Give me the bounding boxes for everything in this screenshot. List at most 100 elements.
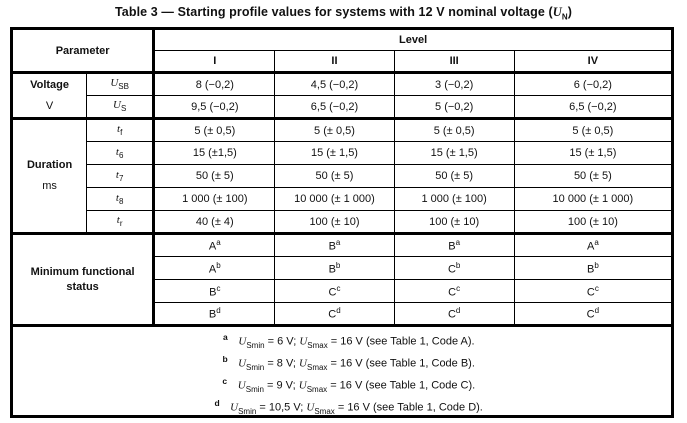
status-cell: Bc <box>152 279 276 303</box>
status-footnote-ref: a <box>216 238 221 248</box>
status-grade: B <box>328 240 336 253</box>
status-cell: Cd <box>513 302 674 326</box>
status-cell: Aa <box>513 232 674 257</box>
footnote-symbol-sub: Smin <box>246 340 265 350</box>
value-cell: 100 (± 10) <box>274 210 395 234</box>
value-cell: 5 (± 0,5) <box>152 117 276 142</box>
value-cell: 15 (± 1,5) <box>393 141 515 165</box>
status-label-line2: status <box>66 280 99 293</box>
status-cell: Ab <box>152 256 276 280</box>
value-cell: 1 000 (± 100) <box>393 187 515 211</box>
footnote-symbol-sub: Smin <box>238 406 257 416</box>
status-footnote-ref: c <box>456 283 461 293</box>
footnote-symbol: U <box>238 335 247 348</box>
footnotes-cell: a USmin = 6 V; USmax = 16 V (see Table 1,… <box>11 324 673 417</box>
value-cell: 50 (± 5) <box>274 164 395 188</box>
footnote-marker: d <box>214 398 220 408</box>
status-grade: C <box>328 308 337 321</box>
footnote-symbol: U <box>299 335 308 348</box>
footnote-symbol-sub: Smax <box>306 362 328 372</box>
symbol-usb-sub: SB <box>118 82 129 92</box>
status-footnote-ref: b <box>216 260 221 270</box>
parameter-header-label: Parameter <box>55 44 110 57</box>
level-column-header-4: IV <box>513 50 674 73</box>
status-footnote-ref: d <box>455 306 461 316</box>
footnote-text: = 16 V (see Table 1, Code B). <box>327 357 475 370</box>
table-title-text: Table 3 — Starting profile values for sy… <box>114 5 553 19</box>
value-cell: 9,5 (−0,2) <box>152 95 276 119</box>
value-cell: 5 (−0,2) <box>393 95 515 119</box>
footnote-text: = 8 V; <box>264 357 300 370</box>
duration-section-label-cell: Duration ms <box>10 117 88 234</box>
status-footnote-ref: c <box>594 283 599 293</box>
voltage-section-label-cell: Voltage V <box>10 71 88 119</box>
status-footnote-ref: a <box>335 238 341 248</box>
status-cell: Bb <box>274 256 395 280</box>
value-cell: 15 (±1,5) <box>152 141 276 165</box>
footnote-symbol-sub: Smax <box>307 340 328 350</box>
symbol-usb-base: U <box>110 77 119 90</box>
symbol-tf-sub: f <box>120 128 123 138</box>
value-cell: 6,5 (−0,2) <box>274 95 395 119</box>
symbol-us-base: U <box>113 99 121 112</box>
footnote-text: = 9 V; <box>263 379 299 392</box>
status-footnote-ref: c <box>336 283 341 293</box>
level-column-header-1: I <box>152 50 276 73</box>
footnote-symbol: U <box>306 401 315 414</box>
symbol-tr-sub: r <box>119 219 123 229</box>
status-footnote-ref: d <box>594 306 600 316</box>
footnote-marker: c <box>222 376 228 386</box>
value-cell: 6,5 (−0,2) <box>513 95 674 119</box>
table-row-t8: t8 1 000 (± 100) 10 000 (± 1 000) 1 000 … <box>12 187 674 211</box>
level-header-cell: Level <box>152 28 673 51</box>
status-cell: Ba <box>393 232 515 257</box>
header-row-1: Parameter Level <box>10 28 673 73</box>
footnote-symbol: U <box>230 401 239 414</box>
status-grade: B <box>209 286 217 299</box>
footnote-text: = 16 V (see Table 1, Code A). <box>327 335 475 348</box>
value-cell: 10 000 (± 1 000) <box>274 187 395 211</box>
value-cell: 100 (± 10) <box>393 210 515 234</box>
value-cell: 15 (± 1,5) <box>513 141 674 165</box>
symbol-t6-sub: 6 <box>118 151 124 161</box>
status-footnote-ref: b <box>455 260 461 270</box>
starting-profile-table: Parameter Level I II III IV Voltage V US… <box>10 27 674 418</box>
table-row-t7: t7 50 (± 5) 50 (± 5) 50 (± 5) 50 (± 5) <box>12 164 674 188</box>
footnote-marker: b <box>222 354 228 364</box>
symbol-cell-t8: t8 <box>86 187 155 211</box>
footnote-text: = 16 V (see Table 1, Code D). <box>334 401 483 414</box>
duration-label: Duration <box>26 159 73 171</box>
parameter-header-cell: Parameter <box>10 28 155 73</box>
status-cell: Bb <box>513 256 674 280</box>
footnote-symbol: U <box>299 357 307 370</box>
value-cell: 15 (± 1,5) <box>274 141 395 165</box>
status-footnote-ref: a <box>594 238 599 248</box>
value-cell: 3 (−0,2) <box>393 71 515 96</box>
footnote-symbol: U <box>238 357 247 370</box>
value-cell: 10 000 (± 1 000) <box>513 187 674 211</box>
status-footnote-ref: a <box>455 238 461 248</box>
footnote-text: = 6 V; <box>264 335 300 348</box>
duration-unit: ms <box>42 180 57 192</box>
status-grade: C <box>328 286 337 299</box>
voltage-unit: V <box>45 99 54 112</box>
value-cell: 50 (± 5) <box>513 164 674 188</box>
status-footnote-ref: d <box>216 306 221 316</box>
symbol-t7-sub: 7 <box>118 174 124 184</box>
symbol-t6-base: t <box>115 145 119 158</box>
footnote-a: a USmin = 6 V; USmax = 16 V (see Table 1,… <box>13 329 671 350</box>
symbol-t8-sub: 8 <box>118 197 124 207</box>
symbol-cell-t7: t7 <box>86 164 155 188</box>
status-grade: B <box>208 308 217 321</box>
status-footnote-ref: b <box>335 260 341 270</box>
status-grade: A <box>208 263 217 276</box>
status-cell: Ba <box>274 232 395 257</box>
footnote-marker: a <box>223 332 228 342</box>
voltage-label: Voltage <box>30 78 70 91</box>
status-grade: C <box>447 308 456 321</box>
table-title-close-paren: ) <box>567 5 573 19</box>
status-cell: Cb <box>393 256 515 280</box>
status-cell: Cc <box>274 279 395 303</box>
value-cell: 5 (± 0,5) <box>274 117 395 142</box>
footnote-d: d USmin = 10,5 V; USmax = 16 V (see Table… <box>13 393 671 416</box>
